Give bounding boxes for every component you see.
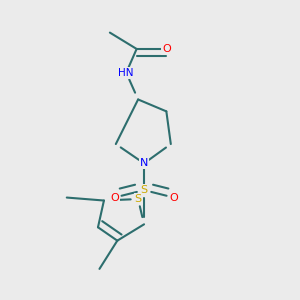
Text: HN: HN [118, 68, 134, 78]
Text: O: O [169, 193, 178, 202]
Text: N: N [140, 158, 148, 168]
Text: O: O [110, 193, 119, 202]
Text: S: S [140, 185, 148, 195]
Text: S: S [134, 194, 142, 204]
Text: O: O [162, 44, 171, 54]
